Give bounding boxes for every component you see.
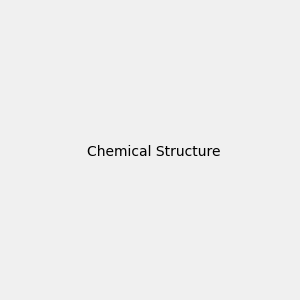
Text: Chemical Structure: Chemical Structure [87,145,220,158]
